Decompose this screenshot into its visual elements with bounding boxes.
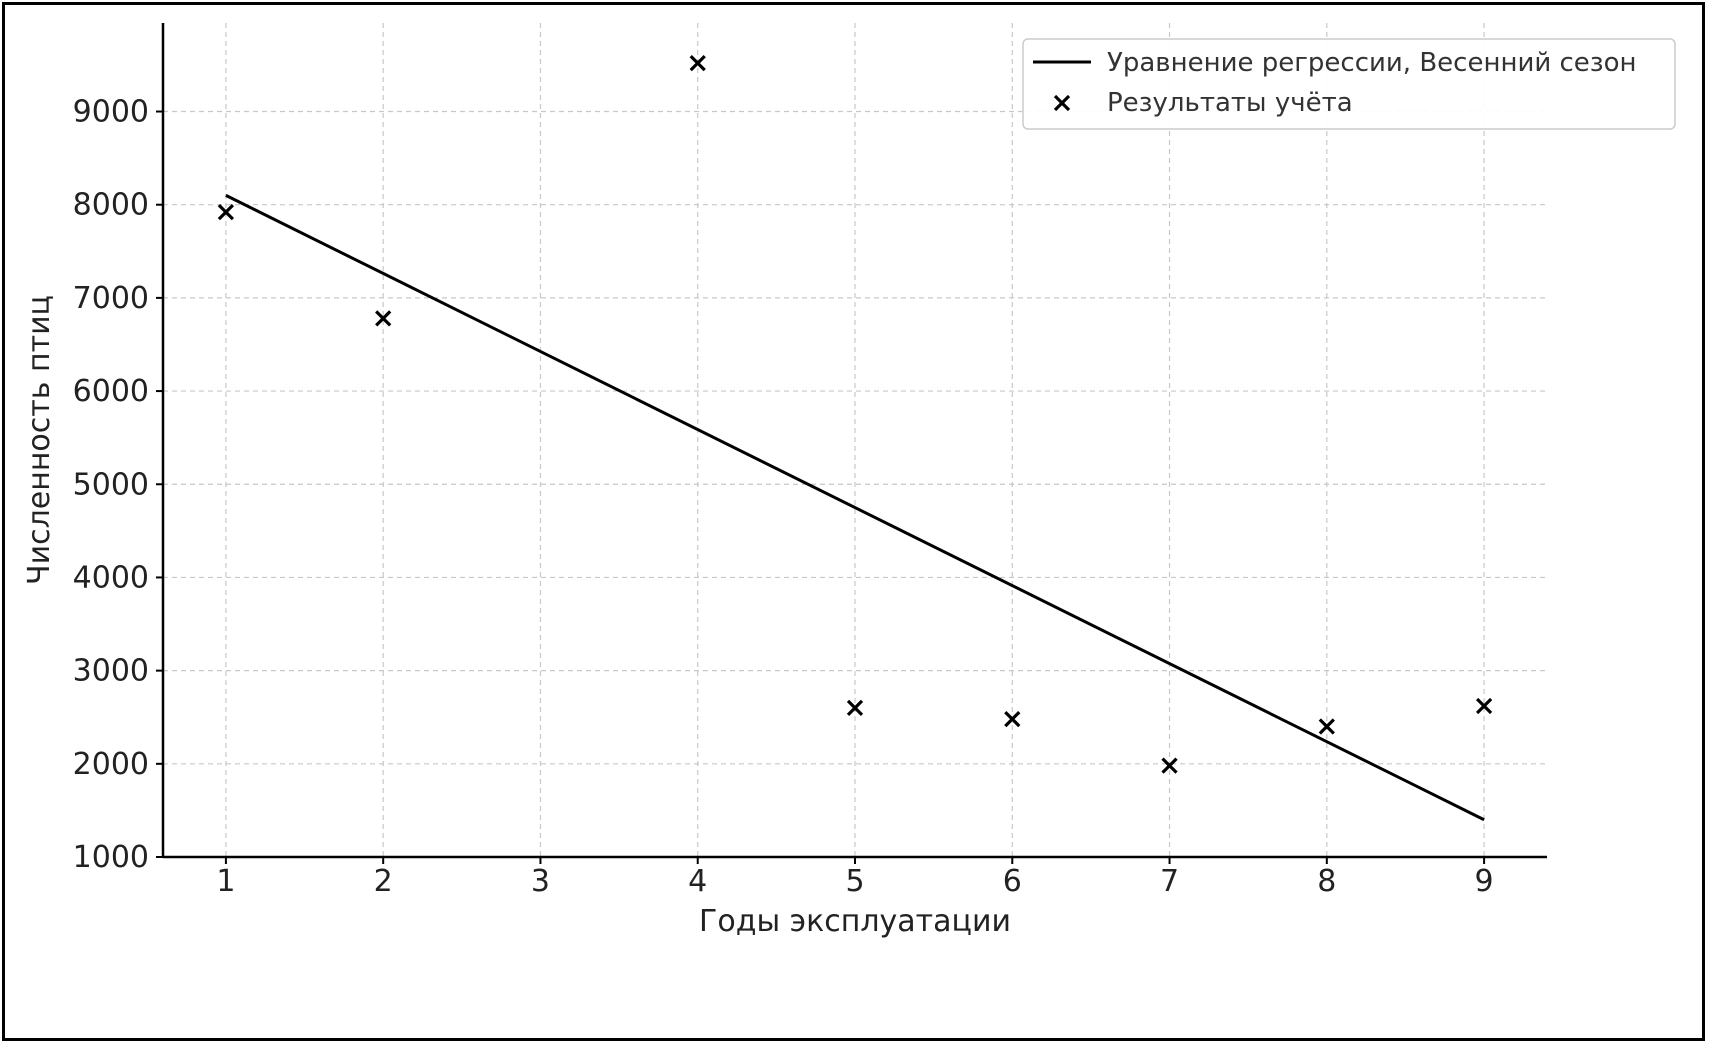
axes [156,23,1547,864]
y-tick-label-2000: 2000 [73,747,149,782]
data-point-2 [375,310,392,327]
x-tick-label-1: 1 [216,864,235,899]
data-point-9 [1475,697,1493,715]
x-tick-label-4: 4 [688,864,707,899]
x-tick-label-9: 9 [1475,864,1494,899]
data-point-6 [1004,710,1021,728]
y-tick-label-1000: 1000 [73,840,149,875]
data-point-8 [1318,718,1335,735]
tick-labels: 1 2 3 4 5 6 7 8 9 1000 2000 3000 4000 5000 6000 7000 800… [73,95,1494,899]
y-tick-label-5000: 5000 [73,467,149,502]
legend-box [1022,38,1676,130]
x-tick-label-3: 3 [531,864,550,899]
y-axis-label: Численность птиц [22,295,57,585]
grid [163,23,1547,858]
y-tick-label-6000: 6000 [73,374,149,409]
x-tick-label-8: 8 [1317,864,1336,899]
data-point-4 [689,54,706,72]
plot-series [217,54,1493,822]
legend-x-marker [1053,94,1071,112]
data-point-5 [846,699,864,717]
x-tick-label-6: 6 [1003,864,1022,899]
legend-label-regression: Уравнение регрессии, Весенний сезон [1107,48,1637,78]
x-axis-label: Годы эксплуатации [699,904,1011,939]
y-tick-label-8000: 8000 [73,188,149,223]
legend-label-observations: Результаты учёта [1107,88,1353,118]
x-tick-label-2: 2 [374,864,393,899]
y-tick-label-7000: 7000 [73,281,149,316]
chart-area: 1 2 3 4 5 6 7 8 9 1000 2000 3000 4000 5000 6000 7000 800… [22,23,1676,939]
y-tick-label-4000: 4000 [73,560,149,595]
legend: Уравнение регрессии, Весенний сезон Резу… [1022,38,1676,130]
legend-marker-swatch [1053,94,1071,112]
y-tick-label-3000: 3000 [73,654,149,689]
data-point-1 [217,204,235,221]
regression-line [225,194,1485,822]
data-point-7 [1161,757,1178,774]
y-tick-label-9000: 9000 [73,95,149,130]
x-tick-label-7: 7 [1160,864,1179,899]
x-tick-label-5: 5 [845,864,864,899]
